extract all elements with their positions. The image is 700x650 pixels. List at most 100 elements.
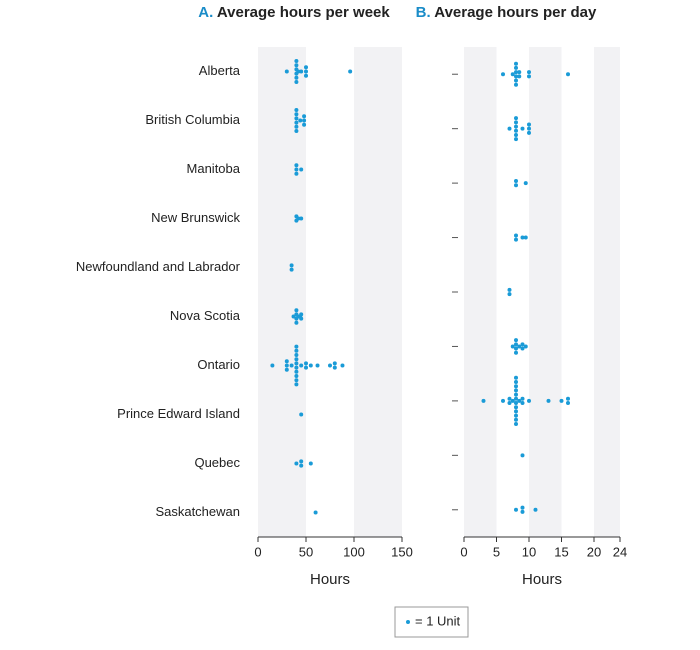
dot	[520, 126, 525, 131]
dot	[520, 453, 525, 458]
dot	[514, 342, 518, 347]
dot	[514, 350, 518, 355]
dot	[284, 363, 289, 368]
x-axis-title: Hours	[310, 571, 350, 588]
dot	[514, 396, 518, 401]
dot	[294, 124, 299, 129]
band	[258, 47, 306, 537]
dot	[510, 344, 515, 349]
dot	[294, 167, 299, 172]
dot	[566, 72, 570, 77]
band	[354, 47, 402, 537]
dot	[514, 78, 518, 83]
dot	[294, 63, 299, 68]
dot	[501, 398, 505, 403]
dot	[294, 461, 299, 466]
x-tick-label: 5	[493, 544, 500, 559]
category-label: Quebec	[194, 455, 240, 470]
dot	[294, 120, 299, 125]
dot	[514, 82, 518, 87]
dot	[304, 65, 308, 70]
dot	[299, 312, 304, 317]
dot	[299, 167, 304, 172]
x-tick-label: 100	[343, 544, 365, 559]
dot	[546, 398, 551, 403]
dot	[294, 171, 299, 176]
dot	[527, 74, 531, 79]
dot	[514, 70, 518, 75]
dot	[294, 348, 299, 353]
legend-label: = 1 Unit	[415, 613, 461, 628]
dot	[514, 338, 518, 343]
dot	[514, 237, 518, 242]
category-label: Manitoba	[187, 161, 241, 176]
dot	[294, 344, 299, 349]
dot	[514, 409, 518, 414]
dot	[514, 74, 518, 79]
dot	[514, 120, 518, 125]
dot	[507, 396, 512, 401]
dot	[294, 308, 299, 313]
dot	[270, 363, 275, 368]
dot	[294, 80, 299, 84]
legend-dot	[406, 620, 410, 624]
dot	[294, 75, 299, 80]
dot	[299, 459, 304, 464]
dot	[294, 361, 299, 366]
dot	[299, 463, 304, 468]
dot	[308, 363, 313, 368]
dot	[514, 61, 518, 66]
dot	[514, 233, 518, 238]
dot	[294, 112, 299, 117]
panel-label: B.	[416, 4, 431, 21]
x-tick-label: 150	[391, 544, 413, 559]
panel-title: B. Average hours per day	[416, 4, 597, 21]
dot	[507, 400, 512, 405]
dot	[302, 118, 307, 123]
band	[529, 47, 562, 537]
dot	[514, 384, 518, 389]
dot	[294, 357, 299, 362]
category-label: New Brunswick	[151, 210, 240, 225]
dot	[294, 378, 299, 383]
dot	[315, 363, 320, 368]
dot	[520, 346, 525, 351]
dot	[332, 361, 337, 366]
dot	[332, 365, 337, 370]
panel-title: A. Average hours per week	[198, 4, 390, 21]
panel-title-text: Average hours per week	[217, 4, 391, 21]
dot	[507, 292, 512, 297]
dot	[304, 69, 308, 74]
category-label: British Columbia	[145, 112, 240, 127]
dot	[523, 181, 528, 186]
dot	[520, 342, 525, 347]
dot	[299, 412, 304, 417]
x-tick-label: 0	[460, 544, 467, 559]
dot	[294, 353, 299, 357]
dot	[520, 235, 525, 240]
x-tick-label: 24	[613, 544, 627, 559]
dot	[527, 130, 531, 135]
dot	[294, 365, 299, 370]
dot	[514, 507, 518, 512]
category-label: Ontario	[197, 357, 240, 372]
dot	[304, 361, 308, 366]
x-tick-label: 50	[299, 544, 313, 559]
dot	[514, 116, 518, 121]
category-label: Prince Edward Island	[117, 406, 240, 421]
dot	[313, 510, 318, 515]
dot	[566, 400, 570, 405]
dot	[289, 263, 294, 268]
dot	[514, 375, 518, 380]
dot	[517, 70, 522, 75]
dot	[302, 122, 307, 127]
dot	[514, 405, 518, 410]
dot	[304, 365, 308, 370]
dot	[520, 505, 525, 510]
dot	[294, 382, 299, 387]
dot	[514, 132, 518, 137]
dot	[514, 417, 518, 422]
dot	[284, 359, 289, 364]
dot	[294, 320, 299, 325]
dot	[514, 388, 518, 393]
